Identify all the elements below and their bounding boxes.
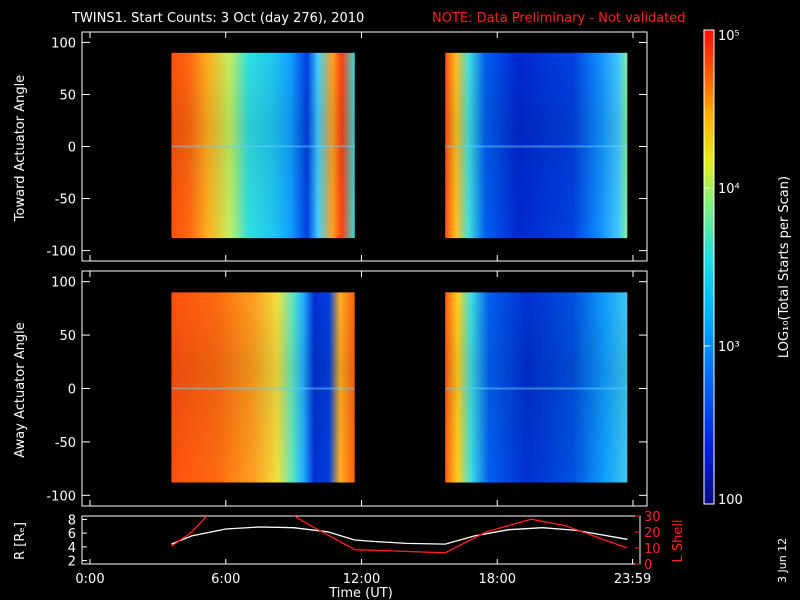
y-tick-label: -100	[46, 245, 76, 260]
panel1-heatmap	[171, 52, 628, 239]
panel2-ylabel: Away Actuator Angle	[13, 322, 28, 457]
time-tick-label: 18:00	[479, 572, 516, 587]
l-shell-tick-label: 0	[644, 558, 652, 573]
y-tick-label: 50	[59, 88, 76, 103]
y-tick-label: -50	[55, 436, 76, 451]
r-series-line	[171, 526, 628, 545]
colorbar-ticks: 10⁵ 10⁴ 10³ 100	[704, 29, 743, 508]
l-shell-axis-label: L Shell	[671, 519, 686, 562]
r-tick-label: 8	[68, 513, 76, 528]
colorbar: 10⁵ 10⁴ 10³ 100 LOG₁₀(Total Starts per Scan…	[703, 29, 792, 508]
time-tick-label: 6:00	[211, 572, 240, 587]
y-tick-label: -50	[55, 193, 76, 208]
away-angle-panel: 100 50 0 -50 -100 Away Actuator Angle	[13, 270, 648, 507]
chart-title: TWINS1. Start Counts: 3 Oct (day 276), 2…	[71, 11, 364, 26]
heatmap-shading	[171, 292, 355, 483]
panel2-y-ticks: 100 50 0 -50 -100	[46, 271, 647, 506]
colorbar-tick-label: 10⁴	[718, 182, 740, 197]
colorbar-tick-label: 10⁵	[718, 29, 740, 44]
colorbar-tick-label: 10³	[718, 340, 740, 355]
colorbar-gradient	[704, 30, 714, 504]
l-shell-series-line	[171, 516, 628, 554]
panel2-heatmap	[171, 292, 628, 483]
date-stamp: 3 Jun 12	[776, 538, 789, 583]
x-axis-label: Time (UT)	[328, 586, 393, 600]
heatmap-shading	[171, 52, 355, 239]
r-tick-label: 4	[68, 541, 76, 556]
y-tick-label: 0	[68, 383, 76, 398]
preliminary-note: NOTE: Data Preliminary - Not validated	[432, 11, 686, 26]
y-tick-label: 50	[59, 329, 76, 344]
y-tick-label: 100	[51, 276, 76, 291]
toward-angle-panel: 100 50 0 -50 -100 Toward Actuator Angle	[13, 31, 648, 262]
heatmap-shading	[445, 292, 628, 483]
time-tick-label: 23:59	[614, 572, 651, 587]
r-tick-label: 2	[68, 555, 76, 570]
panel3-x-ticks: 0:00 6:00 12:00 18:00 23:59	[75, 559, 651, 587]
l-shell-tick-label: 30	[644, 510, 661, 525]
y-tick-label: 0	[68, 141, 76, 156]
r-tick-label: 6	[68, 527, 76, 542]
heatmap-shading	[445, 52, 628, 239]
panel1-y-ticks: 100 50 0 -50 -100	[46, 32, 647, 261]
time-tick-label: 12:00	[343, 572, 380, 587]
y-tick-label: -100	[46, 489, 76, 504]
y-tick-label: 100	[51, 36, 76, 51]
l-shell-tick-label: 10	[644, 542, 661, 557]
r-axis-label: R [Rₑ]	[13, 522, 28, 560]
colorbar-label: LOG₁₀(Total Starts per Scan)	[777, 176, 792, 358]
l-shell-tick-label: 20	[644, 526, 661, 541]
panel1-ylabel: Toward Actuator Angle	[13, 75, 28, 222]
colorbar-tick-label: 100	[718, 493, 743, 508]
panel3-lines	[171, 516, 628, 554]
time-tick-label: 0:00	[75, 572, 104, 587]
